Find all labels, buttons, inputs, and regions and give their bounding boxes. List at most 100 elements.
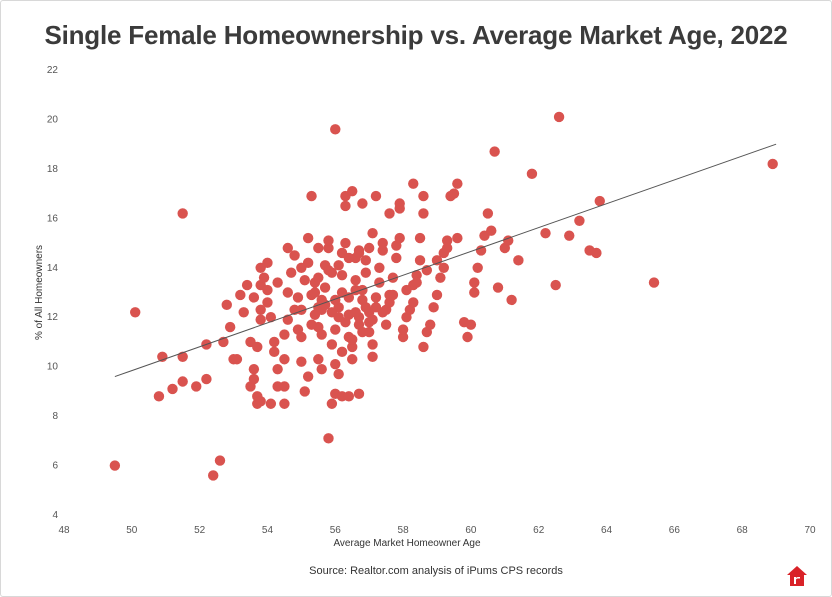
data-point [350,307,361,318]
data-point [767,158,778,170]
data-point [313,272,324,283]
data-point [360,255,371,266]
data-point [384,208,395,219]
data-point [418,208,429,219]
data-point [248,363,260,375]
y-tick-label: 12 [47,312,59,323]
x-axis-label: Average Market Homeowner Age [333,538,481,549]
data-point [299,274,310,286]
data-point [336,287,348,298]
x-tick-label: 60 [465,525,477,536]
data-point [248,373,260,385]
x-tick-label: 64 [601,525,613,536]
data-point [472,262,483,273]
data-point [506,294,517,306]
data-point [153,391,165,402]
x-tick-label: 62 [533,525,545,536]
data-point [380,319,392,330]
data-point [272,277,283,288]
data-point [313,242,324,254]
data-point [397,324,409,335]
data-point [452,232,463,244]
data-point [513,255,524,266]
data-point [330,324,341,335]
y-tick-label: 10 [47,362,59,373]
data-point [299,386,310,397]
data-point [486,225,497,236]
data-point [296,262,307,273]
data-point [177,208,188,219]
data-point [265,312,277,323]
data-point [109,460,121,471]
data-point [648,277,660,288]
x-tick-label: 68 [737,525,749,536]
y-axis-label: % of All Homeowners [34,245,45,340]
data-point [333,260,344,271]
data-point [414,232,426,244]
data-point [326,398,338,409]
y-tick-label: 14 [47,263,59,274]
data-point [475,245,487,256]
data-point [336,346,348,358]
data-point [482,208,494,219]
data-point [408,178,419,189]
data-point [411,277,422,288]
data-point [224,321,236,333]
data-point [238,307,249,318]
y-tick-label: 22 [47,65,59,76]
x-tick-label: 56 [330,525,342,536]
data-point [302,232,314,244]
data-point [262,257,273,269]
data-point [340,200,351,212]
data-point [319,282,331,293]
data-point [157,351,168,362]
data-point [550,279,561,291]
data-point [269,336,280,348]
data-point [526,168,538,180]
data-point [255,314,266,325]
data-point [306,319,317,330]
data-point [130,307,141,318]
data-point [309,287,321,298]
data-point [401,284,412,296]
data-point [279,354,290,365]
data-point [265,398,277,409]
data-point [374,277,385,288]
data-point [282,287,293,298]
data-point [394,198,405,209]
data-point [313,354,324,365]
data-point [241,279,253,291]
x-tick-label: 48 [58,525,70,536]
data-point [438,262,449,273]
data-point [452,178,463,189]
data-point [540,227,551,239]
data-point [489,146,500,157]
chart-title: Single Female Homeownership vs. Average … [44,20,788,50]
data-point [367,339,378,350]
data-point [323,265,334,276]
data-point [316,363,327,375]
trend-line [114,143,777,378]
x-tick-label: 66 [669,525,681,536]
data-point [574,215,585,227]
x-tick-label: 52 [194,525,206,536]
data-point [316,329,327,340]
data-point [296,331,307,343]
data-point [167,383,178,395]
data-point [306,190,317,202]
data-point [343,391,355,402]
data-point [448,188,460,199]
data-point [425,319,436,330]
realtor-house-icon [786,565,808,587]
data-point [248,292,260,303]
data-point [323,235,334,246]
data-point [387,289,399,301]
data-point [262,284,273,296]
x-tick-label: 54 [262,525,274,536]
data-point [553,111,565,123]
data-point [326,339,338,350]
y-tick-label: 16 [47,213,59,224]
y-tick-label: 20 [47,114,59,125]
data-point [469,287,480,298]
chart-source: Source: Realtor.com analysis of iPums CP… [309,565,563,577]
